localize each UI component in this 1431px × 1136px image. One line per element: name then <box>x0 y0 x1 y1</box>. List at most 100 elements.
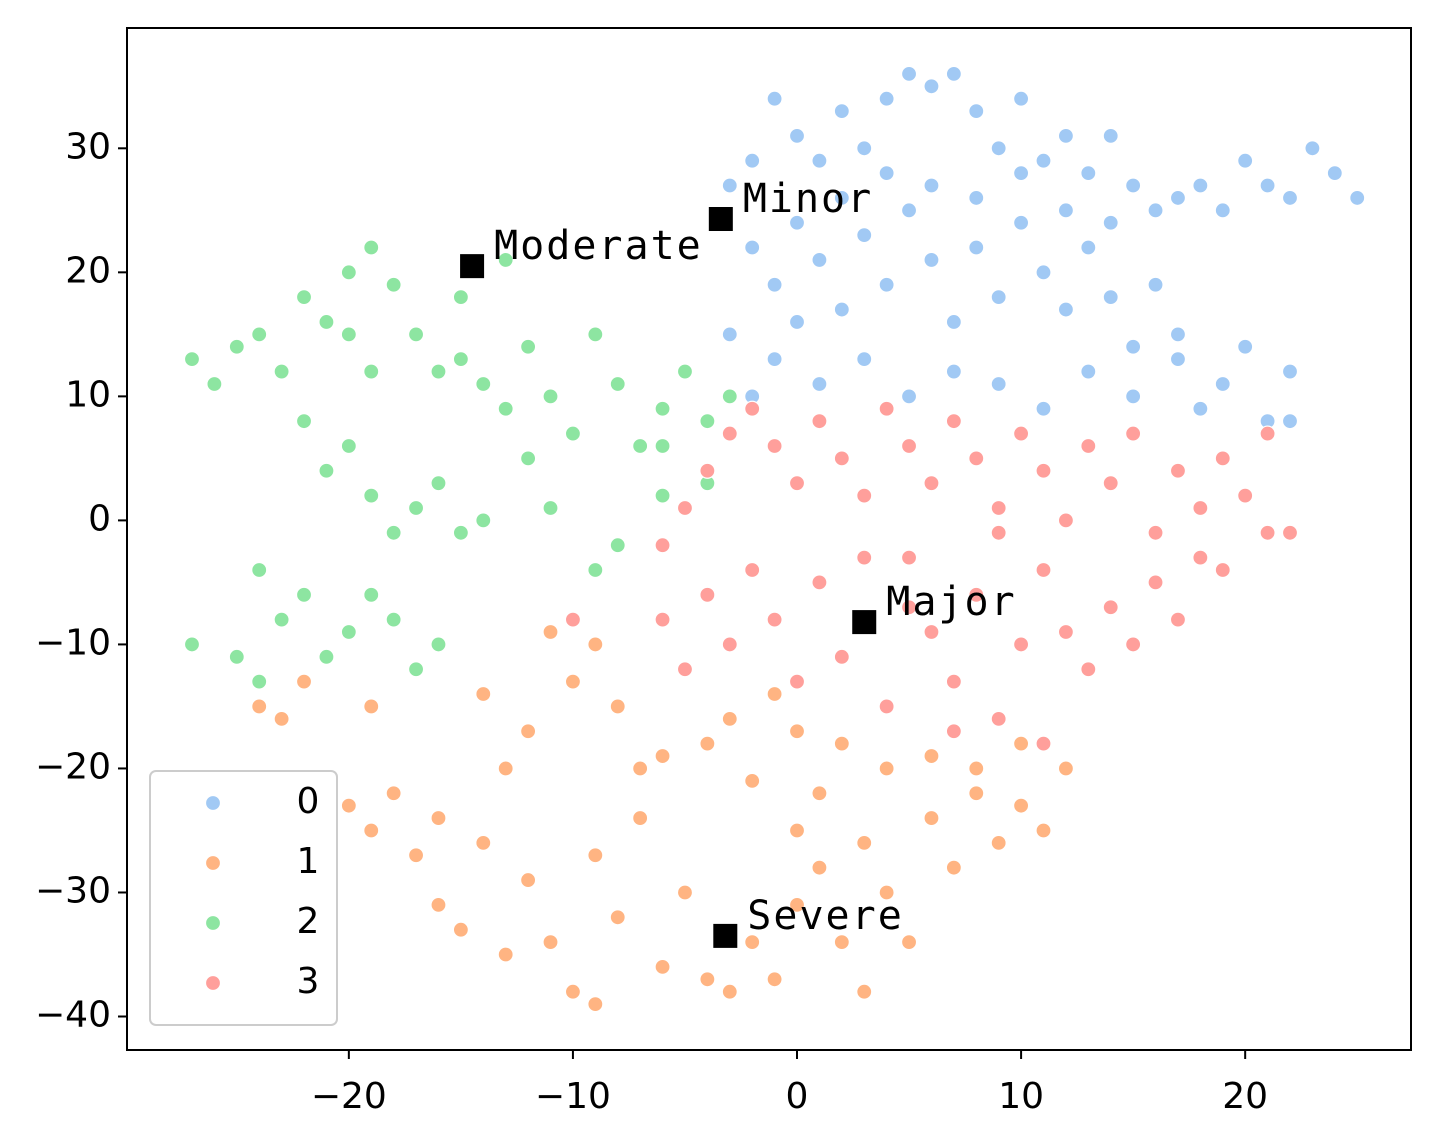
point <box>430 896 447 913</box>
point <box>990 289 1007 306</box>
point <box>856 487 873 504</box>
point <box>968 586 985 603</box>
point <box>744 239 761 256</box>
point <box>1102 127 1119 145</box>
point <box>520 338 537 355</box>
y-tick-label: 20 <box>65 250 111 291</box>
point <box>1281 189 1299 207</box>
point <box>363 487 380 504</box>
point <box>564 425 582 442</box>
point <box>251 561 268 579</box>
point <box>1259 524 1276 541</box>
point <box>228 338 245 355</box>
point <box>1057 202 1075 219</box>
y-tick-label: 0 <box>88 498 111 539</box>
point <box>856 227 873 244</box>
center-marker <box>708 207 733 232</box>
legend-marker <box>204 794 222 812</box>
point <box>1214 375 1231 393</box>
point <box>1057 512 1075 529</box>
point <box>430 636 447 653</box>
point <box>766 685 783 703</box>
point <box>654 437 671 455</box>
point <box>811 375 828 393</box>
point <box>340 437 357 455</box>
point <box>968 102 985 120</box>
point <box>295 413 313 430</box>
point <box>1080 239 1097 256</box>
point <box>587 847 604 864</box>
point <box>452 524 469 541</box>
point <box>721 388 738 405</box>
point <box>1035 264 1052 281</box>
center-label: Moderate <box>494 223 703 269</box>
point <box>542 499 559 517</box>
point <box>1326 165 1343 182</box>
point <box>1102 289 1119 306</box>
plot-frame <box>126 27 1412 1051</box>
point <box>654 537 671 554</box>
point <box>542 623 559 641</box>
point <box>385 524 402 541</box>
point <box>923 809 940 827</box>
point <box>1012 425 1030 442</box>
point <box>251 673 268 690</box>
point <box>900 933 918 951</box>
point <box>1012 735 1030 752</box>
point <box>900 65 918 82</box>
point <box>452 351 469 368</box>
point <box>811 251 828 269</box>
point <box>587 636 604 653</box>
point <box>1259 425 1276 442</box>
point <box>1035 735 1052 752</box>
point <box>811 152 828 169</box>
point <box>744 152 761 169</box>
point <box>788 896 806 913</box>
point <box>766 971 783 988</box>
point <box>1237 152 1254 169</box>
point <box>295 673 313 690</box>
point <box>878 276 895 293</box>
point <box>363 586 380 603</box>
y-tick-label: −30 <box>35 870 111 911</box>
point <box>1080 437 1097 455</box>
point <box>788 475 806 492</box>
point <box>1214 450 1231 467</box>
point <box>833 189 850 207</box>
point <box>878 760 895 777</box>
point <box>340 264 357 281</box>
point <box>878 698 895 715</box>
legend-box <box>149 770 338 1026</box>
point <box>945 65 962 82</box>
point <box>766 276 783 293</box>
point <box>1057 301 1075 318</box>
point <box>542 933 559 951</box>
point <box>699 971 716 988</box>
point <box>363 239 380 256</box>
point <box>407 661 425 678</box>
point <box>1281 363 1299 380</box>
point <box>945 413 962 430</box>
point <box>990 834 1007 851</box>
point <box>654 611 671 628</box>
point <box>564 983 582 1000</box>
point <box>295 586 313 603</box>
point <box>1125 425 1142 442</box>
center-marker <box>713 923 738 948</box>
point <box>251 698 268 715</box>
point <box>295 289 313 306</box>
point <box>407 326 425 343</box>
point <box>811 785 828 802</box>
point <box>273 363 290 380</box>
point <box>676 363 694 380</box>
x-tick-label: −10 <box>535 1076 611 1117</box>
point <box>251 326 268 343</box>
x-tick-label: 10 <box>998 1076 1044 1117</box>
point <box>340 326 357 343</box>
point <box>968 239 985 256</box>
point <box>228 648 245 665</box>
point <box>1012 214 1030 231</box>
point <box>1125 388 1142 405</box>
point <box>452 289 469 306</box>
point <box>654 487 671 504</box>
